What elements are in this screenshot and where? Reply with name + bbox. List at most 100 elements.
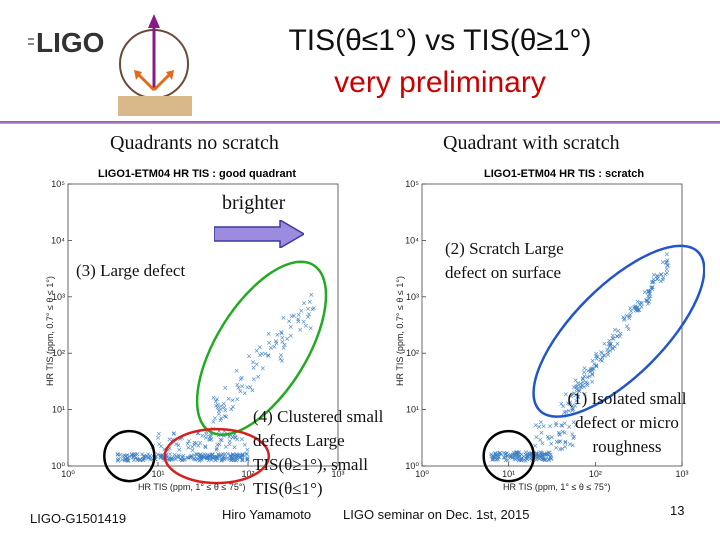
data-point: × [281, 344, 287, 352]
y-tick-label: 10⁴ [405, 235, 419, 245]
data-point: × [173, 441, 179, 449]
data-point: × [203, 444, 209, 452]
data-point: × [214, 444, 220, 452]
data-point: × [636, 306, 642, 314]
data-point: × [137, 456, 143, 464]
data-point: × [523, 457, 529, 465]
data-point: × [562, 420, 568, 428]
data-point: × [140, 455, 146, 463]
data-point: × [230, 434, 236, 442]
x-tick-label: 10³ [331, 469, 344, 479]
data-point: × [660, 276, 666, 284]
ligo-logo: LIGO [28, 24, 118, 60]
data-point: × [219, 456, 225, 464]
data-point: × [206, 435, 212, 443]
data-point: × [159, 451, 165, 459]
data-point: × [191, 455, 197, 463]
chart-good-quadrant: LIGO1-ETM04 HR TIS : good quadrant 10⁰ 10… [30, 166, 380, 496]
data-point: × [581, 383, 587, 391]
data-point: × [501, 449, 507, 457]
data-point: × [566, 423, 572, 431]
data-point: × [614, 340, 620, 348]
data-point: × [634, 305, 640, 313]
data-point: × [230, 433, 236, 441]
data-point: × [244, 454, 250, 462]
data-point: × [512, 452, 518, 460]
data-point: × [583, 378, 589, 386]
data-point: × [115, 457, 121, 465]
data-point: × [115, 451, 121, 459]
slide-title-line2: very preliminary [334, 66, 546, 99]
data-point: × [607, 337, 613, 345]
data-point: × [257, 352, 263, 360]
data-point: × [212, 414, 218, 422]
data-point: × [642, 288, 648, 296]
data-point: × [214, 454, 220, 462]
data-point: × [610, 332, 616, 340]
data-point: × [496, 453, 502, 461]
data-point: × [311, 305, 317, 313]
y-tick-label: 10⁵ [405, 179, 419, 189]
data-point: × [607, 342, 613, 350]
data-point: × [660, 274, 666, 282]
data-point: × [221, 455, 227, 463]
data-point: × [573, 383, 579, 391]
data-point: × [240, 457, 246, 465]
annotation-large-defect: (3) Large defect [76, 261, 186, 280]
data-point: × [237, 454, 243, 462]
data-point: × [575, 393, 581, 401]
data-point: × [288, 323, 294, 331]
data-point: × [244, 383, 250, 391]
data-point: × [556, 438, 562, 446]
data-point: × [562, 443, 568, 451]
data-point: × [511, 449, 517, 457]
data-point: × [124, 452, 130, 460]
data-point: × [239, 455, 245, 463]
data-point: × [226, 433, 232, 441]
data-point: × [210, 451, 216, 459]
data-point: × [191, 454, 197, 462]
data-point: × [523, 449, 529, 457]
data-point: × [185, 440, 191, 448]
data-point: × [280, 338, 286, 346]
data-point: × [508, 453, 514, 461]
data-point: × [663, 259, 669, 267]
data-point: × [239, 383, 245, 391]
data-point: × [278, 329, 284, 337]
data-point: × [528, 450, 534, 458]
data-point: × [658, 278, 664, 286]
data-point: × [224, 455, 230, 463]
data-point: × [234, 381, 240, 389]
data-point: × [174, 453, 180, 461]
data-point: × [649, 284, 655, 292]
data-point: × [621, 316, 627, 324]
data-point: × [130, 454, 136, 462]
data-point: × [233, 456, 239, 464]
data-point: × [237, 451, 243, 459]
data-point: × [502, 454, 508, 462]
data-point: × [308, 291, 314, 299]
data-point: × [577, 387, 583, 395]
data-point: × [664, 250, 670, 258]
data-point: × [216, 410, 222, 418]
data-point: × [239, 452, 245, 460]
document-id: LIGO-G1501419 [30, 511, 127, 526]
data-point: × [580, 382, 586, 390]
data-point: × [549, 434, 555, 442]
data-point: × [495, 453, 501, 461]
data-point: × [193, 439, 199, 447]
data-point: × [524, 455, 530, 463]
data-point: × [207, 455, 213, 463]
data-point: × [203, 431, 209, 439]
y-tick-label: 10⁰ [405, 461, 419, 471]
data-point: × [204, 453, 210, 461]
data-point: × [235, 453, 241, 461]
data-point: × [518, 457, 524, 465]
data-point: × [145, 451, 151, 459]
data-point: × [219, 457, 225, 465]
data-point: × [647, 287, 653, 295]
x-tick-label: 10⁰ [415, 469, 429, 479]
data-point: × [573, 392, 579, 400]
data-point: × [521, 453, 527, 461]
